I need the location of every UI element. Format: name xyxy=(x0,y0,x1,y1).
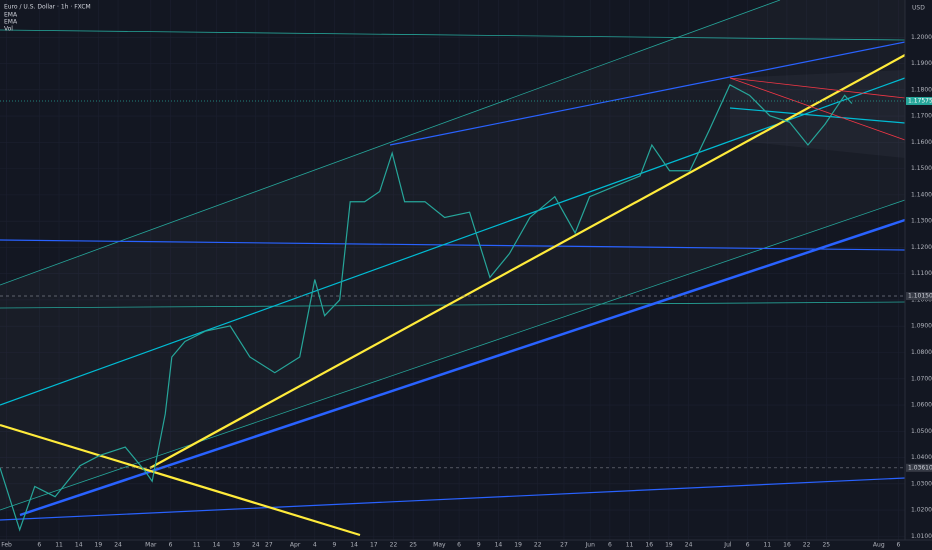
y-tick-label: 1.19000 xyxy=(911,60,932,67)
level-label: 1.10150 xyxy=(908,293,932,300)
x-tick-label: 16 xyxy=(783,542,791,549)
y-tick-label: 1.01000 xyxy=(911,533,932,540)
trend-line xyxy=(729,77,906,99)
x-tick-label: 14 xyxy=(495,542,503,549)
y-tick-label: 1.09000 xyxy=(911,323,932,330)
x-tick-label: 6 xyxy=(457,542,461,549)
grid xyxy=(0,0,905,540)
x-tick-label: 11 xyxy=(193,542,201,549)
x-tick-label: 24 xyxy=(685,542,693,549)
x-tick-label: Apr xyxy=(290,542,301,549)
y-tick-label: 1.03000 xyxy=(911,480,932,487)
x-tick-label: 19 xyxy=(514,542,522,549)
y-tick-label: 1.11000 xyxy=(911,270,932,277)
x-tick-label: 6 xyxy=(897,542,901,549)
trend-line xyxy=(19,218,906,517)
y-tick-label: 1.15000 xyxy=(911,165,932,172)
price-axis xyxy=(905,0,932,550)
x-tick-label: 14 xyxy=(213,542,221,549)
current-price-tag xyxy=(906,96,932,105)
x-tick-label: 6 xyxy=(608,542,612,549)
x-tick-label: 19 xyxy=(232,542,240,549)
y-tick-label: 1.13000 xyxy=(911,218,932,225)
x-tick-label: May xyxy=(433,542,446,549)
indicator: EMA xyxy=(4,12,18,19)
x-tick-label: 6 xyxy=(37,542,41,549)
x-tick-label: 6 xyxy=(169,542,173,549)
y-tick-label: 1.20000 xyxy=(911,34,932,41)
y-tick-label: 1.06000 xyxy=(911,402,932,409)
trend-line xyxy=(0,29,906,41)
y-tick-label: 1.05000 xyxy=(911,428,932,435)
x-tick-label: Jun xyxy=(585,542,596,549)
x-tick-label: 11 xyxy=(763,542,771,549)
x-tick-label: Aug xyxy=(873,542,885,549)
trend-line xyxy=(729,77,906,141)
x-tick-label: 25 xyxy=(822,542,830,549)
x-tick-label: 14 xyxy=(75,542,83,549)
axes: 1.20000 1.19000 1.18000 1.17000 1.16000 1.150… xyxy=(1,34,932,549)
y-tick-label: 1.18000 xyxy=(911,86,932,93)
y-tick-label: 1.04000 xyxy=(911,454,932,461)
x-tick-label: 14 xyxy=(350,542,358,549)
x-tick-label: Feb xyxy=(1,542,12,549)
x-tick-label: 27 xyxy=(560,542,568,549)
y-tick-label: 1.14000 xyxy=(911,191,932,198)
trend-line xyxy=(0,239,906,251)
x-tick-label: 16 xyxy=(645,542,653,549)
chart-title: Euro / U.S. Dollar · 1h · FXCM xyxy=(4,4,91,11)
y-tick-label: 1.17000 xyxy=(911,113,932,120)
trend-line xyxy=(729,107,906,124)
drawings xyxy=(0,0,906,537)
y-tick-label: 1.08000 xyxy=(911,349,932,356)
price-line xyxy=(0,83,853,532)
trend-line xyxy=(0,423,361,537)
trend-line xyxy=(149,54,906,469)
level-tag xyxy=(906,463,932,472)
x-tick-label: 22 xyxy=(534,542,542,549)
indicator: Vol xyxy=(4,26,13,33)
x-tick-label: 25 xyxy=(409,542,417,549)
x-tick-label: 27 xyxy=(265,542,273,549)
trend-line xyxy=(389,41,906,146)
x-tick-label: 19 xyxy=(95,542,103,549)
x-tick-label: 17 xyxy=(370,542,378,549)
indicator: EMA xyxy=(4,19,18,26)
x-tick-label: 6 xyxy=(746,542,750,549)
level-label: 1.03610 xyxy=(908,464,932,471)
x-tick-label: 24 xyxy=(114,542,122,549)
y-tick-label: 1.16000 xyxy=(911,139,932,146)
x-tick-label: 11 xyxy=(626,542,634,549)
trend-line xyxy=(0,0,781,286)
x-tick-label: Mar xyxy=(145,542,157,549)
y-tick-label: 1.12000 xyxy=(911,244,932,251)
x-tick-label: 9 xyxy=(477,542,481,549)
x-tick-label: 11 xyxy=(55,542,63,549)
x-tick-label: 19 xyxy=(665,542,673,549)
trend-line xyxy=(0,477,906,521)
y-tick-label: 1.07000 xyxy=(911,375,932,382)
x-tick-label: 9 xyxy=(333,542,337,549)
x-tick-label: 4 xyxy=(313,542,317,549)
trend-line xyxy=(0,199,906,511)
plot xyxy=(0,83,905,532)
x-tick-label: 24 xyxy=(252,542,260,549)
channel xyxy=(0,0,905,510)
channel xyxy=(730,70,905,158)
x-tick-label: 22 xyxy=(390,542,398,549)
current-price-label: 1.17575 xyxy=(908,97,932,104)
trend-line xyxy=(0,301,906,309)
x-tick-label: 22 xyxy=(803,542,811,549)
trend-line xyxy=(0,77,906,406)
y-tick-label: 1.02000 xyxy=(911,507,932,514)
y-axis-label: USD xyxy=(912,5,925,12)
x-tick-label: Jul xyxy=(723,542,732,549)
level-tag xyxy=(906,292,932,301)
